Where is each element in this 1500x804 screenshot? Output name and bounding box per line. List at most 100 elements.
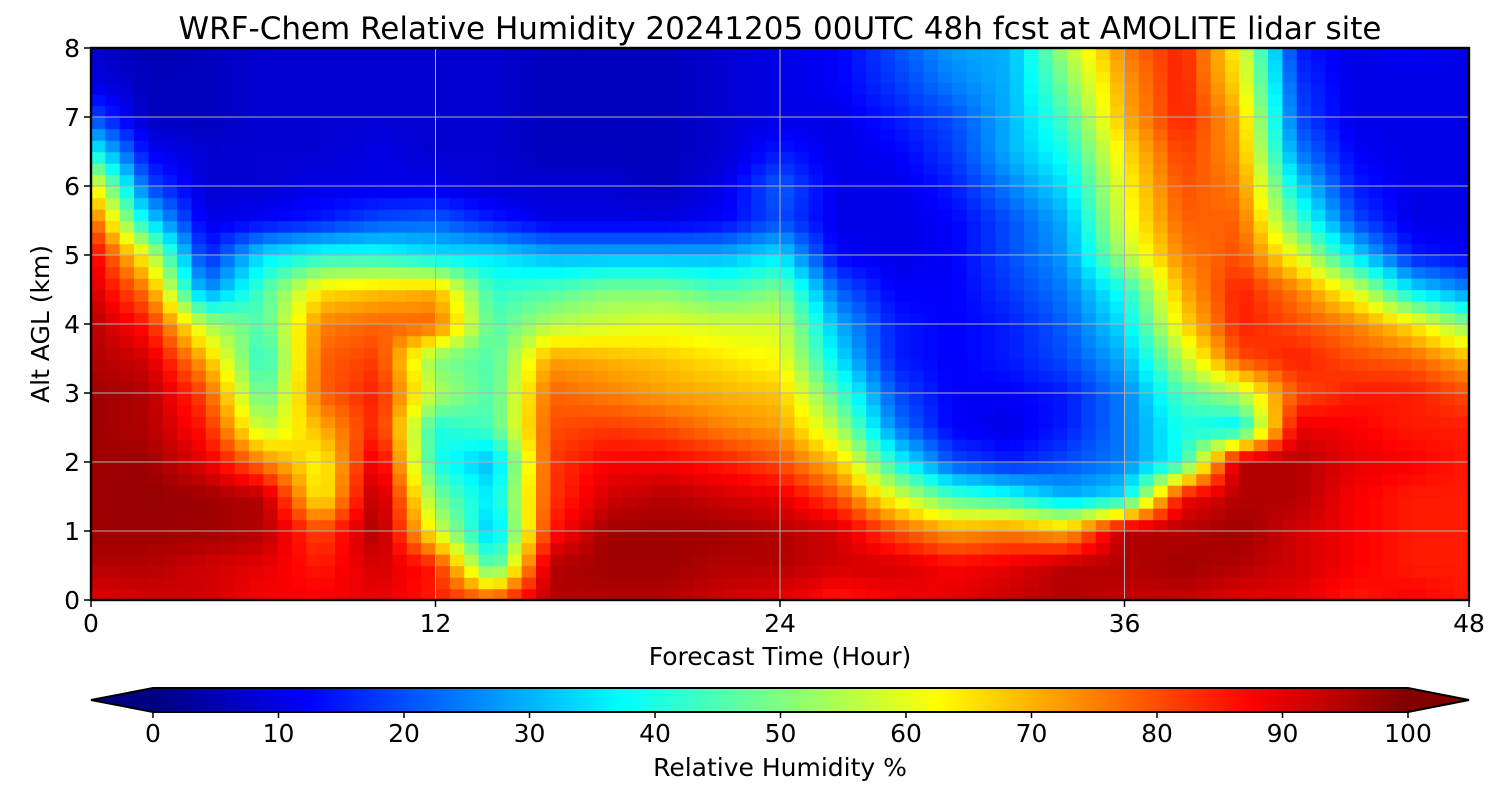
heatmap-cell xyxy=(306,508,322,521)
heatmap-cell xyxy=(722,117,738,130)
heatmap-cell xyxy=(277,519,293,532)
heatmap-cell xyxy=(1181,278,1197,291)
heatmap-cell xyxy=(535,243,552,256)
heatmap-cell xyxy=(593,577,609,590)
heatmap-cell xyxy=(378,347,394,360)
heatmap-cell xyxy=(320,335,336,348)
heatmap-cell xyxy=(320,370,336,383)
heatmap-cell xyxy=(1095,71,1111,84)
heatmap-cell xyxy=(1454,462,1469,475)
heatmap-cell xyxy=(464,508,480,521)
heatmap-cell xyxy=(1339,71,1355,84)
heatmap-cell xyxy=(952,485,968,498)
heatmap-cell xyxy=(1411,416,1427,429)
heatmap-cell xyxy=(1440,485,1456,498)
heatmap-cell xyxy=(1210,197,1226,210)
heatmap-cell xyxy=(550,209,566,222)
heatmap-cell xyxy=(1138,312,1154,325)
heatmap-cell xyxy=(306,496,322,509)
heatmap-cell xyxy=(248,324,264,337)
heatmap-cell xyxy=(1167,151,1183,164)
heatmap-cell xyxy=(751,485,767,498)
heatmap-cell xyxy=(794,243,810,256)
heatmap-cell xyxy=(1268,393,1284,406)
heatmap-cell xyxy=(421,151,437,164)
heatmap-cell xyxy=(1354,427,1370,440)
heatmap-cell xyxy=(1009,324,1025,337)
heatmap-cell xyxy=(780,232,796,245)
heatmap-cell xyxy=(1397,519,1413,532)
heatmap-cell xyxy=(1253,496,1269,509)
heatmap-cell xyxy=(1268,416,1284,429)
heatmap-cell xyxy=(751,347,767,360)
heatmap-cell xyxy=(191,117,207,130)
heatmap-cell xyxy=(1196,381,1212,394)
heatmap-cell xyxy=(1239,577,1255,590)
heatmap-cell xyxy=(823,508,839,521)
heatmap-cell xyxy=(1067,209,1083,222)
heatmap-cell xyxy=(1095,450,1111,463)
heatmap-cell xyxy=(708,197,724,210)
heatmap-cell xyxy=(1425,358,1441,371)
heatmap-cell xyxy=(421,105,437,118)
heatmap-cell xyxy=(679,117,695,130)
heatmap-cell xyxy=(1138,347,1154,360)
heatmap-cell xyxy=(751,48,767,61)
heatmap-cell xyxy=(952,335,968,348)
heatmap-cell xyxy=(205,519,221,532)
heatmap-cell xyxy=(1397,462,1413,475)
heatmap-cell xyxy=(980,186,997,199)
heatmap-cell xyxy=(736,508,752,521)
heatmap-cell xyxy=(105,519,121,532)
heatmap-cell xyxy=(650,209,666,222)
heatmap-cell xyxy=(1124,496,1140,509)
heatmap-cell xyxy=(607,577,623,590)
heatmap-cell xyxy=(1181,370,1197,383)
heatmap-cell xyxy=(335,289,351,302)
heatmap-cell xyxy=(693,358,709,371)
heatmap-cell xyxy=(1110,312,1126,325)
heatmap-cell xyxy=(636,450,652,463)
heatmap-cell xyxy=(234,393,250,406)
heatmap-cell xyxy=(980,496,997,509)
heatmap-cell xyxy=(248,128,264,141)
heatmap-cell xyxy=(1282,94,1298,107)
heatmap-cell xyxy=(220,381,236,394)
heatmap-cell xyxy=(880,94,896,107)
heatmap-cell xyxy=(1210,324,1226,337)
heatmap-cell xyxy=(1425,140,1441,153)
heatmap-cell xyxy=(679,496,695,509)
heatmap-cell xyxy=(349,220,365,233)
heatmap-cell xyxy=(1411,450,1427,463)
heatmap-cell xyxy=(1052,462,1068,475)
heatmap-cell xyxy=(220,416,236,429)
heatmap-cell xyxy=(148,243,164,256)
heatmap-cell xyxy=(708,370,724,383)
heatmap-cell xyxy=(937,450,953,463)
heatmap-cell xyxy=(708,473,724,486)
heatmap-cell xyxy=(851,94,867,107)
heatmap-cell xyxy=(421,358,437,371)
heatmap-cell xyxy=(335,71,351,84)
heatmap-cell xyxy=(521,508,537,521)
heatmap-cell xyxy=(478,519,494,532)
heatmap-cell xyxy=(263,324,279,337)
heatmap-cell xyxy=(1196,347,1212,360)
heatmap-cell xyxy=(1009,358,1025,371)
heatmap-cell xyxy=(464,220,480,233)
heatmap-cell xyxy=(837,301,853,314)
heatmap-cell xyxy=(593,255,609,268)
heatmap-cell xyxy=(1339,301,1355,314)
heatmap-cell xyxy=(780,416,796,429)
heatmap-cell xyxy=(406,174,422,187)
heatmap-cell xyxy=(722,588,738,600)
heatmap-cell xyxy=(880,220,896,233)
heatmap-cell xyxy=(91,232,107,245)
heatmap-cell xyxy=(1411,48,1427,61)
heatmap-cell xyxy=(1382,255,1398,268)
heatmap-cell xyxy=(1368,531,1384,544)
heatmap-cell xyxy=(1167,531,1183,544)
heatmap-cell xyxy=(1382,496,1398,509)
heatmap-cell xyxy=(1138,94,1154,107)
heatmap-cell xyxy=(1196,59,1212,72)
